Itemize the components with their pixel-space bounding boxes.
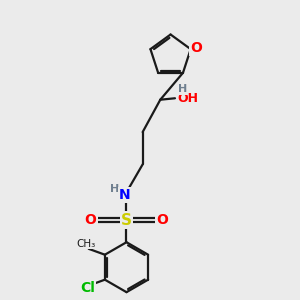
Text: O: O	[85, 213, 97, 227]
Text: Cl: Cl	[80, 281, 95, 296]
Text: H: H	[178, 84, 187, 94]
Text: O: O	[156, 213, 168, 227]
Text: O: O	[190, 41, 202, 55]
Text: N: N	[119, 188, 131, 202]
Text: OH: OH	[178, 92, 199, 105]
Text: H: H	[110, 184, 119, 194]
Text: S: S	[121, 213, 132, 228]
Text: CH₃: CH₃	[77, 238, 96, 248]
